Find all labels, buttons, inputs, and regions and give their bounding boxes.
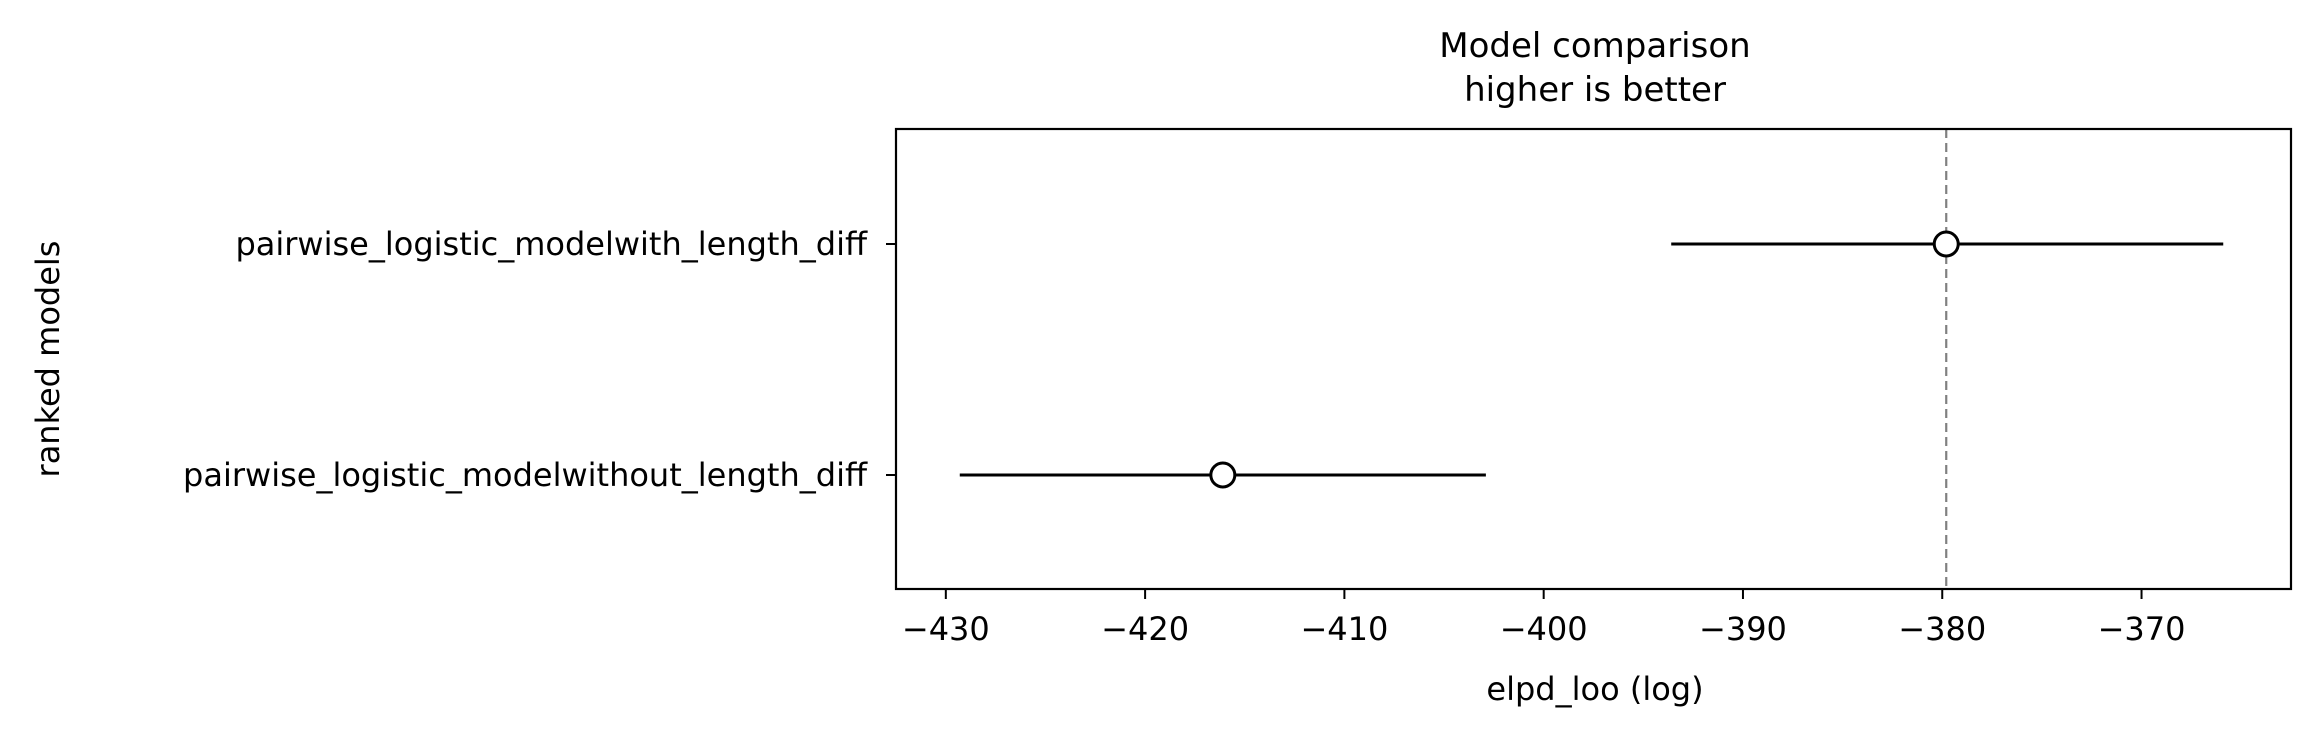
model-label: pairwise_logistic_modelwithout_length_di… <box>183 456 868 494</box>
x-tick-label: −410 <box>1300 610 1388 648</box>
x-axis-label: elpd_loo (log) <box>1486 670 1703 708</box>
model-label: pairwise_logistic_modelwith_length_diff <box>235 225 868 263</box>
x-tick-label: −430 <box>902 610 990 648</box>
x-tick-label: −390 <box>1699 610 1787 648</box>
x-tick-label: −420 <box>1101 610 1189 648</box>
elpd-point <box>1209 461 1237 489</box>
x-tick-label: −380 <box>1898 610 1986 648</box>
plot-frame <box>894 127 2293 591</box>
chart-subtitle: higher is better <box>1464 70 1726 110</box>
x-tick-label: −370 <box>2098 610 2186 648</box>
elpd-point <box>1932 230 1960 258</box>
x-tick-label: −400 <box>1500 610 1588 648</box>
chart-title: Model comparison <box>1439 26 1750 66</box>
plot-area: −430 −420 −410 −400 −390 −380 −370 pairwise_log… <box>183 129 2224 648</box>
y-axis-label: ranked models <box>29 241 67 478</box>
